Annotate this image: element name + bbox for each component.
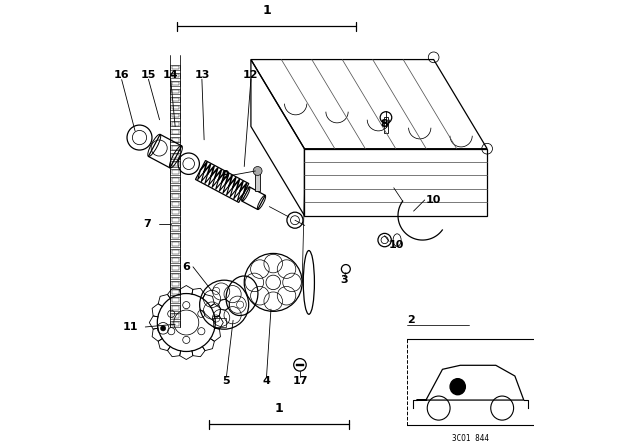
- Text: 3: 3: [340, 275, 348, 285]
- Bar: [170, 257, 180, 263]
- Bar: [170, 145, 180, 151]
- Bar: [172, 322, 179, 326]
- Bar: [172, 170, 179, 174]
- Bar: [172, 242, 179, 246]
- Bar: [170, 281, 180, 287]
- Bar: [172, 234, 179, 238]
- Bar: [170, 81, 180, 86]
- Bar: [170, 137, 180, 142]
- Bar: [170, 313, 180, 319]
- Text: 6: 6: [182, 262, 190, 272]
- Text: 10: 10: [389, 240, 404, 250]
- Bar: [384, 117, 388, 133]
- Bar: [170, 105, 180, 110]
- Bar: [170, 177, 180, 183]
- Bar: [213, 318, 227, 327]
- Bar: [170, 225, 180, 231]
- Text: 14: 14: [163, 70, 179, 80]
- Bar: [170, 305, 180, 311]
- Bar: [172, 250, 179, 254]
- Bar: [172, 162, 179, 166]
- Bar: [170, 241, 180, 247]
- Bar: [172, 122, 179, 125]
- Bar: [172, 98, 179, 101]
- Bar: [172, 266, 179, 270]
- Bar: [172, 290, 179, 294]
- Text: 3CO1 844: 3CO1 844: [452, 434, 489, 443]
- Bar: [170, 121, 180, 126]
- Text: 16: 16: [114, 70, 129, 80]
- Bar: [172, 186, 179, 190]
- Circle shape: [253, 167, 262, 176]
- Bar: [170, 289, 180, 295]
- Bar: [170, 217, 180, 223]
- Text: 13: 13: [194, 70, 209, 80]
- Bar: [170, 113, 180, 118]
- Bar: [172, 298, 179, 302]
- Text: 10: 10: [426, 195, 442, 205]
- Text: 4: 4: [262, 376, 271, 386]
- Text: 1: 1: [262, 4, 271, 17]
- Bar: [170, 321, 180, 327]
- Circle shape: [161, 326, 166, 331]
- Bar: [170, 161, 180, 167]
- Bar: [172, 306, 179, 310]
- Bar: [172, 226, 179, 230]
- Text: 5: 5: [223, 376, 230, 386]
- Bar: [170, 129, 180, 134]
- Bar: [172, 258, 179, 262]
- Bar: [172, 138, 179, 142]
- Bar: [172, 114, 179, 117]
- Bar: [170, 249, 180, 255]
- Bar: [172, 274, 179, 278]
- Bar: [172, 210, 179, 214]
- Bar: [170, 169, 180, 175]
- Bar: [170, 209, 180, 215]
- Bar: [170, 201, 180, 207]
- Bar: [170, 97, 180, 102]
- Text: 17: 17: [292, 376, 308, 386]
- Bar: [172, 90, 179, 94]
- Text: 15: 15: [141, 70, 156, 80]
- Text: 2: 2: [407, 315, 415, 325]
- Bar: [172, 282, 179, 286]
- Bar: [172, 130, 179, 134]
- Bar: [172, 73, 179, 78]
- Bar: [170, 193, 180, 198]
- Bar: [172, 106, 179, 109]
- Bar: [170, 265, 180, 271]
- Bar: [172, 202, 179, 206]
- Text: 7: 7: [143, 220, 151, 229]
- Bar: [172, 314, 179, 318]
- Bar: [296, 363, 304, 366]
- Bar: [172, 65, 179, 69]
- Bar: [172, 154, 179, 158]
- Text: 9: 9: [221, 170, 230, 181]
- Text: 11: 11: [123, 322, 138, 332]
- Text: 8: 8: [381, 119, 388, 129]
- Bar: [172, 82, 179, 86]
- Bar: [170, 233, 180, 239]
- Bar: [172, 218, 179, 222]
- Text: 1: 1: [275, 402, 283, 415]
- Bar: [172, 194, 179, 198]
- Bar: [170, 65, 180, 70]
- Bar: [170, 73, 180, 78]
- Bar: [170, 153, 180, 159]
- Bar: [172, 178, 179, 182]
- Bar: [170, 185, 180, 190]
- Bar: [170, 297, 180, 303]
- Bar: [170, 89, 180, 95]
- Bar: [170, 273, 180, 279]
- Text: 12: 12: [243, 70, 259, 80]
- Bar: [172, 146, 179, 150]
- Bar: [255, 173, 260, 191]
